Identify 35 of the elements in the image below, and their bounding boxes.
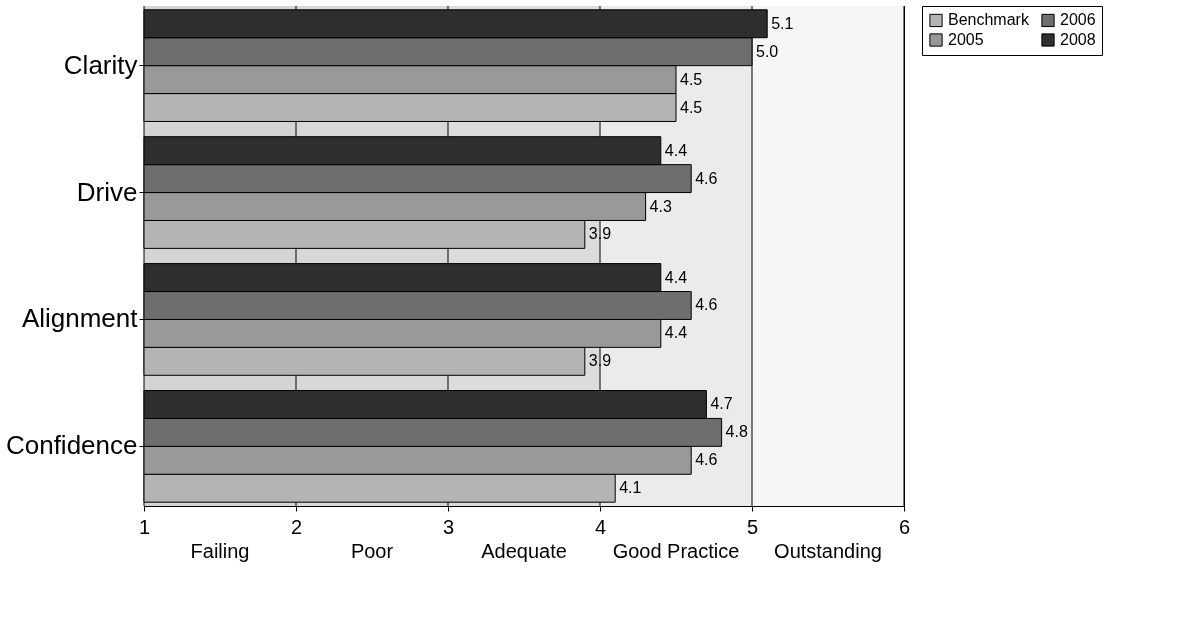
data-label: 4.3 (649, 197, 672, 215)
y-tick-label: Alignment (21, 303, 139, 334)
band-label: Outstanding (774, 540, 882, 562)
y-tick-label: Confidence (5, 430, 138, 461)
data-label: 4.5 (680, 70, 703, 88)
data-label: 5.0 (756, 42, 779, 60)
legend-label: 2008 (1060, 31, 1096, 48)
data-label: 3.9 (588, 352, 612, 370)
legend-label: 2005 (948, 31, 984, 48)
x-tick-label: 2 (290, 515, 303, 538)
y-tick-label: Drive (76, 176, 138, 207)
band-label: Failing (190, 540, 250, 562)
legend-label: 2006 (1060, 11, 1096, 29)
band-label: Good Practice (612, 540, 740, 562)
data-label: 3.9 (588, 225, 612, 243)
x-tick-label: 3 (442, 515, 455, 538)
data-label: 4.5 (680, 98, 703, 116)
data-label: 4.6 (695, 451, 718, 469)
x-tick-label: 1 (138, 515, 151, 538)
legend-label: Benchmark (948, 11, 1030, 29)
data-label: 5.1 (771, 14, 794, 32)
data-label: 4.8 (725, 423, 748, 441)
x-tick-label: 6 (898, 515, 911, 538)
data-label: 4.4 (664, 268, 688, 286)
band-label: Adequate (481, 540, 567, 562)
data-label: 4.6 (695, 169, 718, 187)
x-tick-label: 5 (746, 515, 759, 538)
band-label: Poor (350, 540, 394, 562)
data-label: 4.6 (695, 296, 718, 314)
data-label: 4.4 (664, 141, 688, 159)
data-label: 4.4 (664, 324, 688, 342)
data-label: 4.1 (619, 479, 642, 497)
data-label: 4.7 (710, 395, 733, 413)
x-tick-label: 4 (594, 515, 607, 538)
y-tick-label: Clarity (63, 49, 138, 80)
